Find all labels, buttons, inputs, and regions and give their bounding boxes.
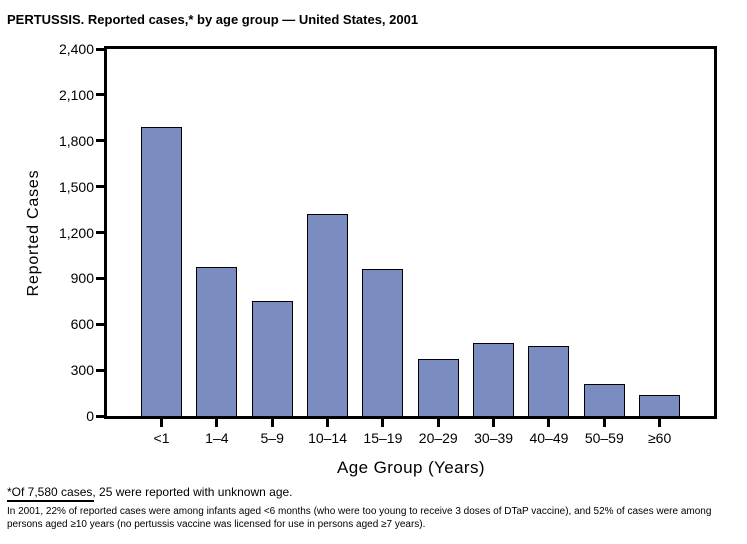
chart-title: PERTUSSIS. Reported cases,* by age group… <box>7 12 419 27</box>
bar <box>473 343 514 416</box>
x-axis-tick <box>215 419 219 427</box>
footnote-divider <box>7 500 94 502</box>
x-axis-tick <box>381 419 385 427</box>
x-axis-title: Age Group (Years) <box>337 458 485 477</box>
x-axis-tick-label: 5–9 <box>260 430 284 446</box>
bar <box>141 127 182 416</box>
x-axis-tick-label: 30–39 <box>474 430 514 446</box>
y-axis-tick <box>96 276 104 280</box>
y-axis-tick-label: 1,800 <box>58 132 94 149</box>
y-axis-tick-label: 900 <box>70 270 94 287</box>
y-axis-tick <box>96 139 104 143</box>
x-axis-tick <box>547 419 551 427</box>
y-axis-tick <box>96 47 104 51</box>
bar <box>362 269 403 416</box>
y-axis-tick-label: 600 <box>70 316 94 333</box>
y-axis-tick <box>96 93 104 97</box>
footnote-vaccine-detail: In 2001, 22% of reported cases were amon… <box>7 506 712 530</box>
y-axis-tick-label: 300 <box>70 362 94 379</box>
x-axis-tick-label: 20–29 <box>418 430 458 446</box>
y-axis-tick <box>96 231 104 234</box>
x-axis-tick-label: 50–59 <box>584 430 624 446</box>
y-axis-tick <box>96 185 104 189</box>
y-axis-tick-label: 1,500 <box>58 178 94 195</box>
x-axis-tick-label: 15–19 <box>363 430 403 446</box>
y-axis-tick-label: 0 <box>86 408 94 424</box>
x-axis-tick-label: 1–4 <box>205 430 229 446</box>
x-axis-tick <box>658 419 662 427</box>
x-axis-tick <box>160 419 163 427</box>
x-axis-tick-label: ≥60 <box>648 430 672 446</box>
bar <box>418 359 459 416</box>
x-axis-tick <box>602 419 606 427</box>
x-axis-tick <box>270 419 274 427</box>
footnote-unknown-age: *Of 7,580 cases, 25 were reported with u… <box>7 485 293 499</box>
y-axis-tick <box>96 414 104 418</box>
bar <box>252 301 293 416</box>
x-axis-tick <box>492 419 496 427</box>
x-axis-tick-label: 10–14 <box>308 430 348 446</box>
bar <box>584 384 625 416</box>
y-axis-tick <box>96 368 104 372</box>
y-axis-tick-label: 2,100 <box>58 86 94 103</box>
x-axis-tick <box>436 419 440 427</box>
x-axis-tick <box>326 419 330 427</box>
bar <box>196 267 237 416</box>
plot-area: 0 300 600 900 1,200 1,500 1,800 2,100 2,400 <1 1–4… <box>59 41 717 446</box>
x-axis-tick-label: <1 <box>153 430 170 446</box>
y-axis-tick <box>96 322 104 326</box>
y-axis-tick-label: 2,400 <box>58 41 94 57</box>
y-axis-tick-label: 1,200 <box>58 224 94 241</box>
bar <box>639 395 680 416</box>
bar <box>307 214 348 416</box>
x-axis-tick-label: 40–49 <box>529 430 569 446</box>
bar <box>528 346 569 416</box>
